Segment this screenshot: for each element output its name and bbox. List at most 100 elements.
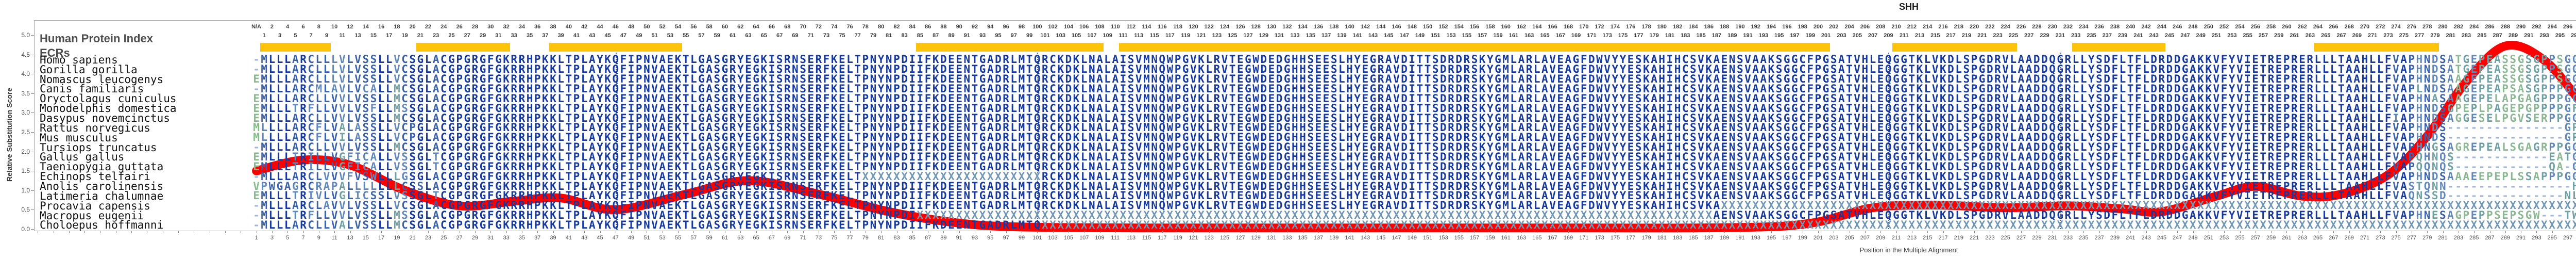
human-position-label: 153 [1446,33,1456,39]
human-position-label: 270 [2360,24,2370,30]
species-label: Gorilla gorilla [40,63,138,76]
human-position-label: 265 [2321,33,2331,39]
alignment-position-label: 77 [846,235,853,241]
x-tick-mark [1443,231,1444,233]
human-position-label: 212 [1907,24,1917,30]
x-tick-mark [84,231,86,233]
human-position-label: 218 [1954,24,1963,30]
alignment-position-label: 37 [534,235,541,241]
human-position-label: 228 [2032,24,2042,30]
ecr-bar [1892,43,2018,52]
alignment-position-label: 47 [612,235,619,241]
x-tick-mark [2146,231,2147,233]
alignment-position-label: 261 [2282,235,2292,241]
human-position-label: 289 [2508,33,2518,39]
alignment-position-label: 201 [1813,235,1823,241]
human-position-label: 162 [1516,24,1527,30]
human-position-label: 9 [325,33,329,39]
human-position-label: 8 [317,24,320,30]
alignment-position-label: 57 [690,235,697,241]
human-position-label: 129 [1259,33,1268,39]
human-position-label: 65 [760,33,767,39]
alignment-position-label: 185 [1688,235,1698,241]
human-position-label: 56 [690,24,697,30]
human-position-label: 76 [846,24,853,30]
alignment-position-label: 207 [1860,235,1870,241]
human-position-label: 70 [800,24,806,30]
alignment-position-label: 91 [956,235,962,241]
human-position-label: 154 [1454,24,1464,30]
x-tick-mark [553,231,554,233]
x-tick-mark [1240,231,1241,233]
human-position-label: 128 [1251,24,1261,30]
x-tick-mark [740,231,741,233]
human-position-label: 47 [620,33,627,39]
alignment-position-label: 191 [1735,235,1745,241]
alignment-position-label: 213 [1907,235,1917,241]
ecr-bar [916,43,1104,52]
human-position-label: 16 [378,24,385,30]
exon-boundary-line [1888,53,1890,229]
alignment-position-label: 15 [362,235,369,241]
human-position-label: 115 [1149,33,1159,39]
y-tick-mark [31,229,34,230]
x-tick-mark [2443,231,2444,233]
human-position-label: 18 [394,24,400,30]
human-position-label: 25 [448,33,455,39]
x-tick-mark [803,231,804,233]
x-tick-mark [1724,231,1725,233]
y-tick-label: 5.0 [21,31,30,39]
alignment-position-label: 107 [1079,235,1089,241]
human-position-label: 140 [1345,24,1354,30]
human-position-label: 169 [1571,33,1581,39]
x-tick-mark [2427,231,2428,233]
alignment-position-label: 139 [1329,235,1339,241]
x-tick-mark [2349,231,2350,233]
alignment-position-label: 153 [1438,235,1448,241]
human-position-label: 78 [862,24,869,30]
human-position-label: 283 [2461,33,2471,39]
x-tick-mark [990,231,991,233]
alignment-position-label: 55 [674,235,682,241]
x-tick-mark [756,231,757,233]
x-tick-mark [2083,231,2084,233]
y-tick-label: 3.0 [21,109,30,117]
human-position-label: 273 [2383,33,2393,39]
x-tick-mark [912,231,913,233]
human-position-label: 120 [1189,24,1198,30]
alignment-position-label: 7 [301,235,305,241]
human-position-label: 80 [877,24,885,30]
human-position-label: 113 [1134,33,1144,39]
alignment-position-label: 229 [2032,235,2042,241]
alignment-position-label: 95 [987,235,994,241]
human-position-label: 165 [1540,33,1550,39]
x-tick-mark [1615,231,1616,233]
human-position-label: 233 [2071,33,2081,39]
human-position-label: 173 [1602,33,1612,39]
x-tick-mark [850,231,851,233]
x-tick-mark [2505,231,2506,233]
alignment-position-label: 183 [1673,235,1683,241]
human-position-label: 231 [2055,33,2065,39]
alignment-position-label: 163 [1516,235,1527,241]
species-label: Tursiops truncatus [40,141,157,154]
human-position-label: 292 [2532,24,2541,30]
human-position-label: 137 [1321,33,1331,39]
alignment-position-label: 9 [317,235,320,241]
alignment-position-label: 205 [1844,235,1854,241]
human-position-label: 89 [948,33,955,39]
alignment-position-label: 3 [270,235,274,241]
ecr-track-label: ECRs [40,46,70,59]
alignment-position-label: 245 [2157,235,2167,241]
human-position-label: 126 [1235,24,1245,30]
species-label: Homo sapiens [40,53,118,66]
x-tick-mark [1318,231,1319,233]
alignment-position-label: 51 [643,235,650,241]
y-tick-mark [31,35,34,36]
alignment-position-label: 175 [1610,235,1620,241]
